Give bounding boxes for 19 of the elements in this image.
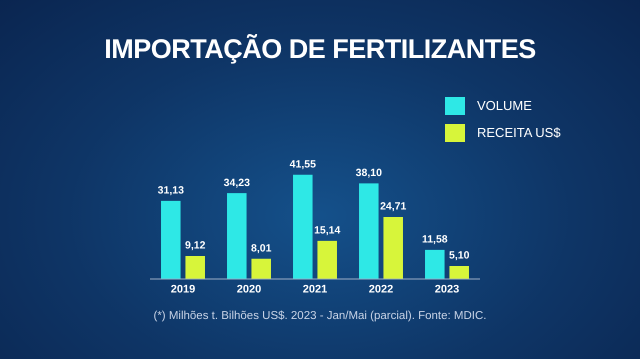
data-label: 11,58	[422, 233, 448, 246]
data-label: 24,71	[380, 200, 407, 213]
x-tick-label: 2021	[302, 283, 328, 296]
x-tick-label: 2020	[236, 283, 262, 296]
legend-label: VOLUME	[477, 98, 532, 113]
chart-title: IMPORTAÇÃO DE FERTILIZANTES	[103, 34, 537, 65]
legend-label: RECEITA US$	[477, 125, 561, 140]
x-tick-label: 2023	[434, 283, 460, 296]
data-label: 38,10	[356, 167, 382, 180]
data-label: 9,12	[184, 240, 206, 252]
x-tick-label: 2022	[368, 283, 394, 296]
x-tick-label: 2019	[170, 283, 196, 296]
data-label: 41,55	[290, 158, 316, 170]
text: (*) Milhões t. Bilhões US$. 2023 - Jan/Mai (parcial). Fonte: MDIC.	[152, 310, 488, 322]
data-label: 31,13	[158, 184, 184, 197]
data-label: 8,01	[250, 242, 272, 254]
data-label: 34,23	[224, 176, 250, 189]
data-label: 15,14	[314, 224, 341, 237]
data-label: 5,10	[448, 250, 470, 262]
